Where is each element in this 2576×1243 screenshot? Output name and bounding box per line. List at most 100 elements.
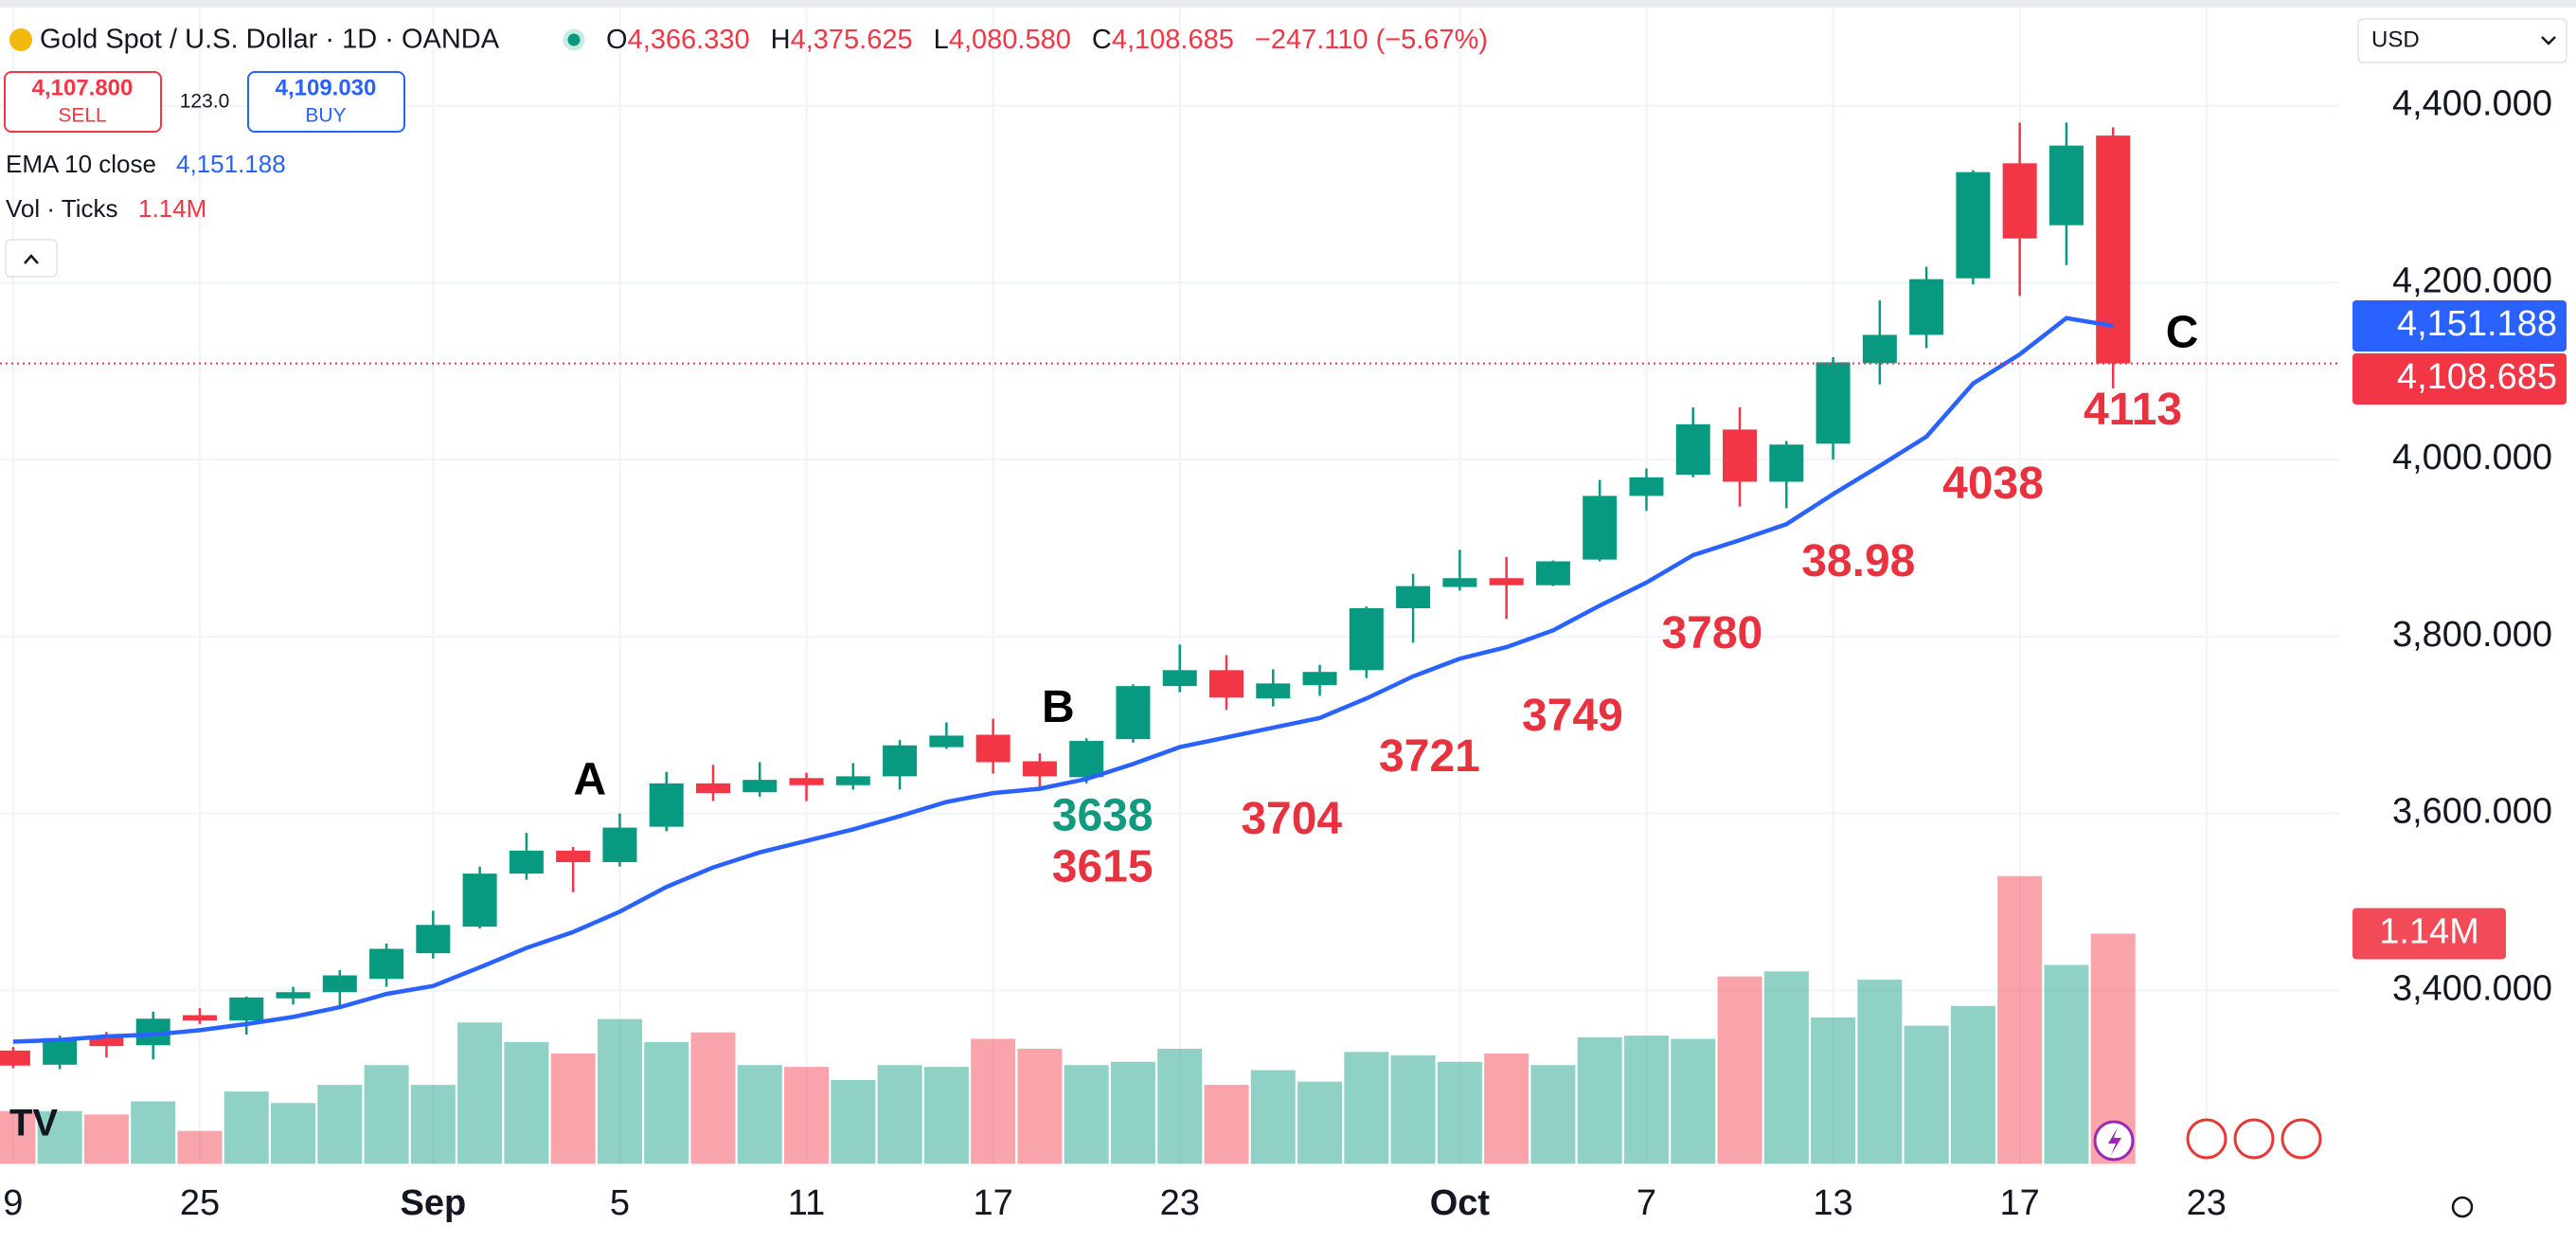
sell-button[interactable] <box>4 71 162 133</box>
candle-body <box>602 827 637 862</box>
price-tag <box>2352 352 2567 405</box>
candle-body <box>1256 683 1291 699</box>
candle-body <box>43 1037 78 1065</box>
candle-body <box>2096 135 2131 364</box>
buy-price: 4,109.030 <box>276 75 377 100</box>
candle-body <box>1769 444 1804 482</box>
ohlc-legend: O4,366.330 H4,375.625 L4,080.580 C4,108.… <box>606 25 1488 55</box>
candle-body <box>1302 672 1337 686</box>
volume-bar <box>1530 1065 1576 1164</box>
ema-legend[interactable]: EMA 10 close <box>6 150 156 178</box>
currency-dropdown[interactable] <box>2357 18 2567 63</box>
symbol-title[interactable]: Gold Spot / U.S. Dollar · 1D · OANDA <box>40 25 500 55</box>
volume-bar <box>1950 1005 1995 1164</box>
volume-bar <box>1577 1036 1622 1164</box>
candle-body <box>1022 761 1057 777</box>
candle-body <box>742 780 778 793</box>
volume-legend[interactable]: Vol · Ticks <box>6 194 117 223</box>
settings-icon[interactable] <box>2451 1196 2474 1218</box>
annotation: 38.98 <box>1801 536 1915 586</box>
candle-body <box>509 850 544 874</box>
candle-body <box>835 776 870 785</box>
candle-body <box>2002 163 2037 239</box>
candle-body <box>1535 561 1570 585</box>
price-pane <box>0 122 2339 1070</box>
volume-bar <box>877 1065 922 1164</box>
volume-bar <box>1110 1061 1155 1164</box>
h-value: 4,375.625 <box>791 25 913 55</box>
volume-bar <box>831 1079 876 1164</box>
market-status[interactable] <box>563 28 585 51</box>
flash-bolt <box>2108 1127 2121 1155</box>
candle-body <box>0 1050 30 1066</box>
candle-body <box>556 850 591 862</box>
volume-tag-label: 1.14M <box>2379 912 2479 952</box>
candle-body <box>322 975 357 993</box>
candle-body <box>276 992 311 999</box>
volume-bar <box>1250 1070 1296 1164</box>
y-tick-label: 3,400.000 <box>2392 968 2552 1008</box>
x-tick-label: 25 <box>180 1183 220 1223</box>
candle-body <box>1442 578 1477 587</box>
c-value: 4,108.685 <box>1112 25 1234 55</box>
volume-bar <box>1390 1054 1436 1164</box>
x-tick-label: 9 <box>3 1183 23 1223</box>
ema-legend-value: 4,151.188 <box>176 150 286 178</box>
change: −247.110 (−5.67%) <box>1255 25 1488 55</box>
ema-price-tag <box>2352 299 2567 351</box>
volume-bar <box>317 1085 363 1164</box>
annotation: 3780 <box>1661 608 1762 658</box>
volume-bar <box>504 1041 549 1164</box>
o-key: O <box>606 25 628 55</box>
x-tick-label: 5 <box>610 1183 630 1223</box>
candle-body <box>2048 145 2084 225</box>
buy-button[interactable] <box>247 71 405 133</box>
volume-bar <box>784 1067 830 1164</box>
tv-logo[interactable]: TV <box>9 1103 58 1144</box>
x-tick-label: 7 <box>1637 1183 1656 1223</box>
volume-bar <box>1857 980 1903 1164</box>
volume-bar <box>2044 964 2089 1164</box>
l-value: 4,080.580 <box>949 25 1071 55</box>
h-key: H <box>771 25 791 55</box>
candle-body <box>929 735 964 748</box>
collapse-button[interactable] <box>5 239 58 278</box>
candle-body <box>1116 686 1151 740</box>
candle-body <box>89 1035 124 1047</box>
volume-bar <box>923 1067 969 1164</box>
symbol-icon <box>9 28 32 51</box>
flag-icon[interactable] <box>2281 1118 2322 1160</box>
volume-bar <box>1904 1025 1949 1164</box>
collapse-icon <box>24 254 39 264</box>
buy-label: BUY <box>305 105 346 127</box>
c-key: C <box>1092 25 1112 55</box>
volume-bar <box>457 1022 503 1164</box>
candle-body <box>1629 477 1664 496</box>
candle-body <box>1396 585 1431 608</box>
volume-bar <box>1064 1065 1109 1164</box>
x-tick-label: Oct <box>1430 1183 1491 1223</box>
annotation: 3749 <box>1522 691 1623 741</box>
volume-bar <box>271 1103 316 1164</box>
volume-bar <box>131 1101 176 1164</box>
candle-body <box>883 745 918 777</box>
annotation: A <box>574 755 607 805</box>
candle-body <box>229 997 264 1021</box>
candle-body <box>1069 741 1104 778</box>
volume-bar <box>1623 1036 1669 1164</box>
annotation: B <box>1042 682 1075 732</box>
volume-bar <box>1484 1054 1530 1164</box>
flag-icon[interactable] <box>2233 1118 2275 1160</box>
candle-body <box>1349 608 1384 671</box>
flag-icon[interactable] <box>2186 1118 2227 1160</box>
candle-body <box>1816 362 1851 444</box>
spread: 123.0 <box>180 91 230 113</box>
candle-body <box>369 948 404 980</box>
annotation: 3638 <box>1052 791 1154 841</box>
candle-body <box>1583 495 1618 560</box>
candle-body <box>182 1015 217 1021</box>
volume-bar <box>83 1114 129 1164</box>
volume-bar <box>1017 1048 1063 1164</box>
volume-bar <box>1204 1085 1249 1164</box>
volume-bar <box>1344 1052 1389 1164</box>
